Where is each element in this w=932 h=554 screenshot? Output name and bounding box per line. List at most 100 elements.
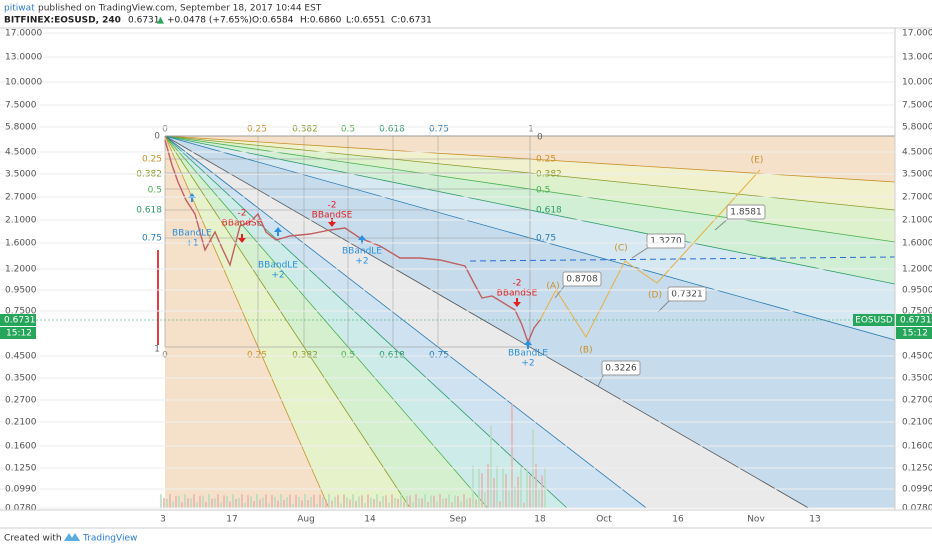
volume [364, 503, 366, 508]
price-label-left: 7.5000 [5, 101, 37, 111]
price-label-left: 0.0990 [5, 485, 37, 495]
volume [280, 494, 282, 508]
target-box [601, 360, 641, 376]
volume [271, 495, 273, 508]
volume [514, 487, 516, 508]
last: 0.6731 [128, 16, 160, 26]
signal-count: +2 [355, 257, 368, 267]
volume [463, 494, 465, 508]
volume [337, 494, 339, 508]
volume [430, 495, 432, 508]
level [469, 256, 896, 262]
volume [298, 496, 300, 508]
volume [247, 495, 249, 508]
volume [373, 499, 375, 508]
volume [238, 497, 240, 508]
volume [256, 494, 258, 508]
volume [172, 501, 174, 508]
price-label-left: 17.0000 [5, 29, 42, 39]
volume [475, 499, 477, 508]
fan-top-label: 0.25 [247, 125, 267, 135]
volume [163, 498, 165, 508]
fan-left-label: 0.5 [148, 186, 162, 196]
volume [454, 495, 456, 508]
close: C:0.6731 [391, 16, 432, 26]
fan [164, 135, 896, 509]
volume [340, 503, 342, 508]
volume [385, 495, 387, 508]
volume [439, 494, 441, 508]
volume [523, 502, 525, 508]
volume [283, 499, 285, 508]
signal-arrow [358, 235, 366, 244]
volume [355, 500, 357, 508]
volume [451, 502, 453, 508]
fan-right-label: 0.25 [536, 155, 556, 165]
price-tag-symbol: EOSUSD [855, 316, 893, 326]
volume [361, 495, 363, 508]
volume [499, 501, 501, 508]
volume [160, 494, 162, 508]
price-label-right: 0.7500 [902, 307, 932, 317]
volume [433, 495, 435, 508]
volume [421, 498, 423, 508]
signal-count: -2 [238, 209, 247, 219]
volume [304, 494, 306, 508]
volume [388, 502, 390, 508]
price-label-right: 1.2000 [902, 265, 932, 275]
price-label-left: 13.0000 [5, 53, 42, 63]
volume [394, 498, 396, 508]
wave-label: (E) [751, 156, 764, 166]
low: L:0.6551 [346, 16, 386, 26]
volume [235, 499, 237, 508]
volume [526, 467, 528, 508]
signal-label: BBandSE [222, 219, 263, 229]
signal-label: BBandSE [497, 289, 538, 299]
volume [517, 476, 519, 508]
volume [367, 494, 369, 508]
volume [262, 497, 264, 508]
fan-right-label: 0.5 [536, 186, 550, 196]
price-label-right: 0.0780 [902, 504, 932, 514]
volume [292, 503, 294, 508]
volume [544, 467, 546, 508]
target-leader [597, 373, 605, 387]
volume [466, 499, 468, 508]
volume [409, 495, 411, 508]
fan-top-label: 0.75 [429, 125, 449, 135]
fan-left-label: 0.618 [136, 206, 162, 216]
signal-count: +2 [271, 271, 284, 281]
volume [496, 466, 498, 508]
volume [397, 498, 399, 508]
open: O:0.6584 [252, 16, 294, 26]
volume [181, 502, 183, 508]
fan-bottom-left: 1 [154, 345, 160, 355]
price-label-right: 13.0000 [902, 53, 932, 63]
signal-arrow [524, 340, 532, 349]
volume [196, 502, 198, 508]
volume [217, 494, 219, 508]
target-box [726, 204, 766, 220]
volume [484, 492, 486, 508]
volume [481, 473, 483, 508]
price-label-right: 0.4500 [902, 352, 932, 362]
price-label-left: 0.0780 [5, 504, 37, 514]
time-label: 16 [672, 515, 684, 525]
target-label: 1.3270 [650, 237, 682, 247]
footer-created: Created with [4, 534, 62, 544]
signal-label: BBandLE [342, 247, 382, 257]
volume [199, 495, 201, 508]
wave-label: (B) [579, 346, 592, 356]
volume [313, 494, 315, 508]
fan-right-label: 0.618 [536, 206, 562, 216]
signal-label: BBandLE [508, 349, 548, 359]
wave-label: (A) [546, 282, 559, 292]
price-label-right: 0.9500 [902, 286, 932, 296]
volume [295, 494, 297, 508]
fan-left-label: 0.75 [142, 234, 162, 244]
volume [469, 497, 471, 508]
volume [220, 502, 222, 508]
volume [448, 494, 450, 508]
volume [487, 464, 489, 508]
target-label: 0.3226 [605, 364, 637, 374]
